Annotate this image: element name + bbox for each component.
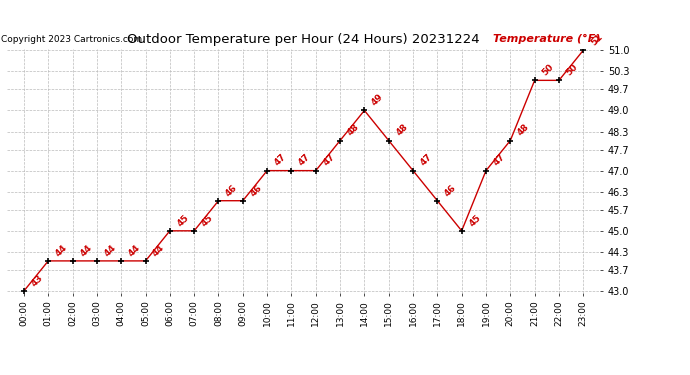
Text: 45: 45 xyxy=(199,213,215,228)
Text: 51: 51 xyxy=(589,32,604,48)
Text: 47: 47 xyxy=(419,153,434,168)
Text: 44: 44 xyxy=(151,243,166,258)
Title: Outdoor Temperature per Hour (24 Hours) 20231224: Outdoor Temperature per Hour (24 Hours) … xyxy=(127,33,480,46)
Text: 43: 43 xyxy=(30,273,45,288)
Text: 44: 44 xyxy=(127,243,142,258)
Text: 45: 45 xyxy=(175,213,190,228)
Text: 44: 44 xyxy=(54,243,69,258)
Text: 46: 46 xyxy=(443,183,458,198)
Text: Copyright 2023 Cartronics.com: Copyright 2023 Cartronics.com xyxy=(1,35,142,44)
Text: 44: 44 xyxy=(102,243,118,258)
Text: 46: 46 xyxy=(224,183,239,198)
Text: 47: 47 xyxy=(273,153,288,168)
Text: 49: 49 xyxy=(370,92,385,108)
Text: 50: 50 xyxy=(540,63,555,78)
Text: 48: 48 xyxy=(394,123,410,138)
Text: 48: 48 xyxy=(346,123,361,138)
Text: 46: 46 xyxy=(248,183,264,198)
Text: 48: 48 xyxy=(516,123,531,138)
Text: 47: 47 xyxy=(491,153,507,168)
Text: 45: 45 xyxy=(467,213,482,228)
Text: 47: 47 xyxy=(322,153,337,168)
Text: 44: 44 xyxy=(78,243,94,258)
Text: Temperature (°F): Temperature (°F) xyxy=(493,34,600,44)
Text: 47: 47 xyxy=(297,153,313,168)
Text: 50: 50 xyxy=(564,63,580,78)
